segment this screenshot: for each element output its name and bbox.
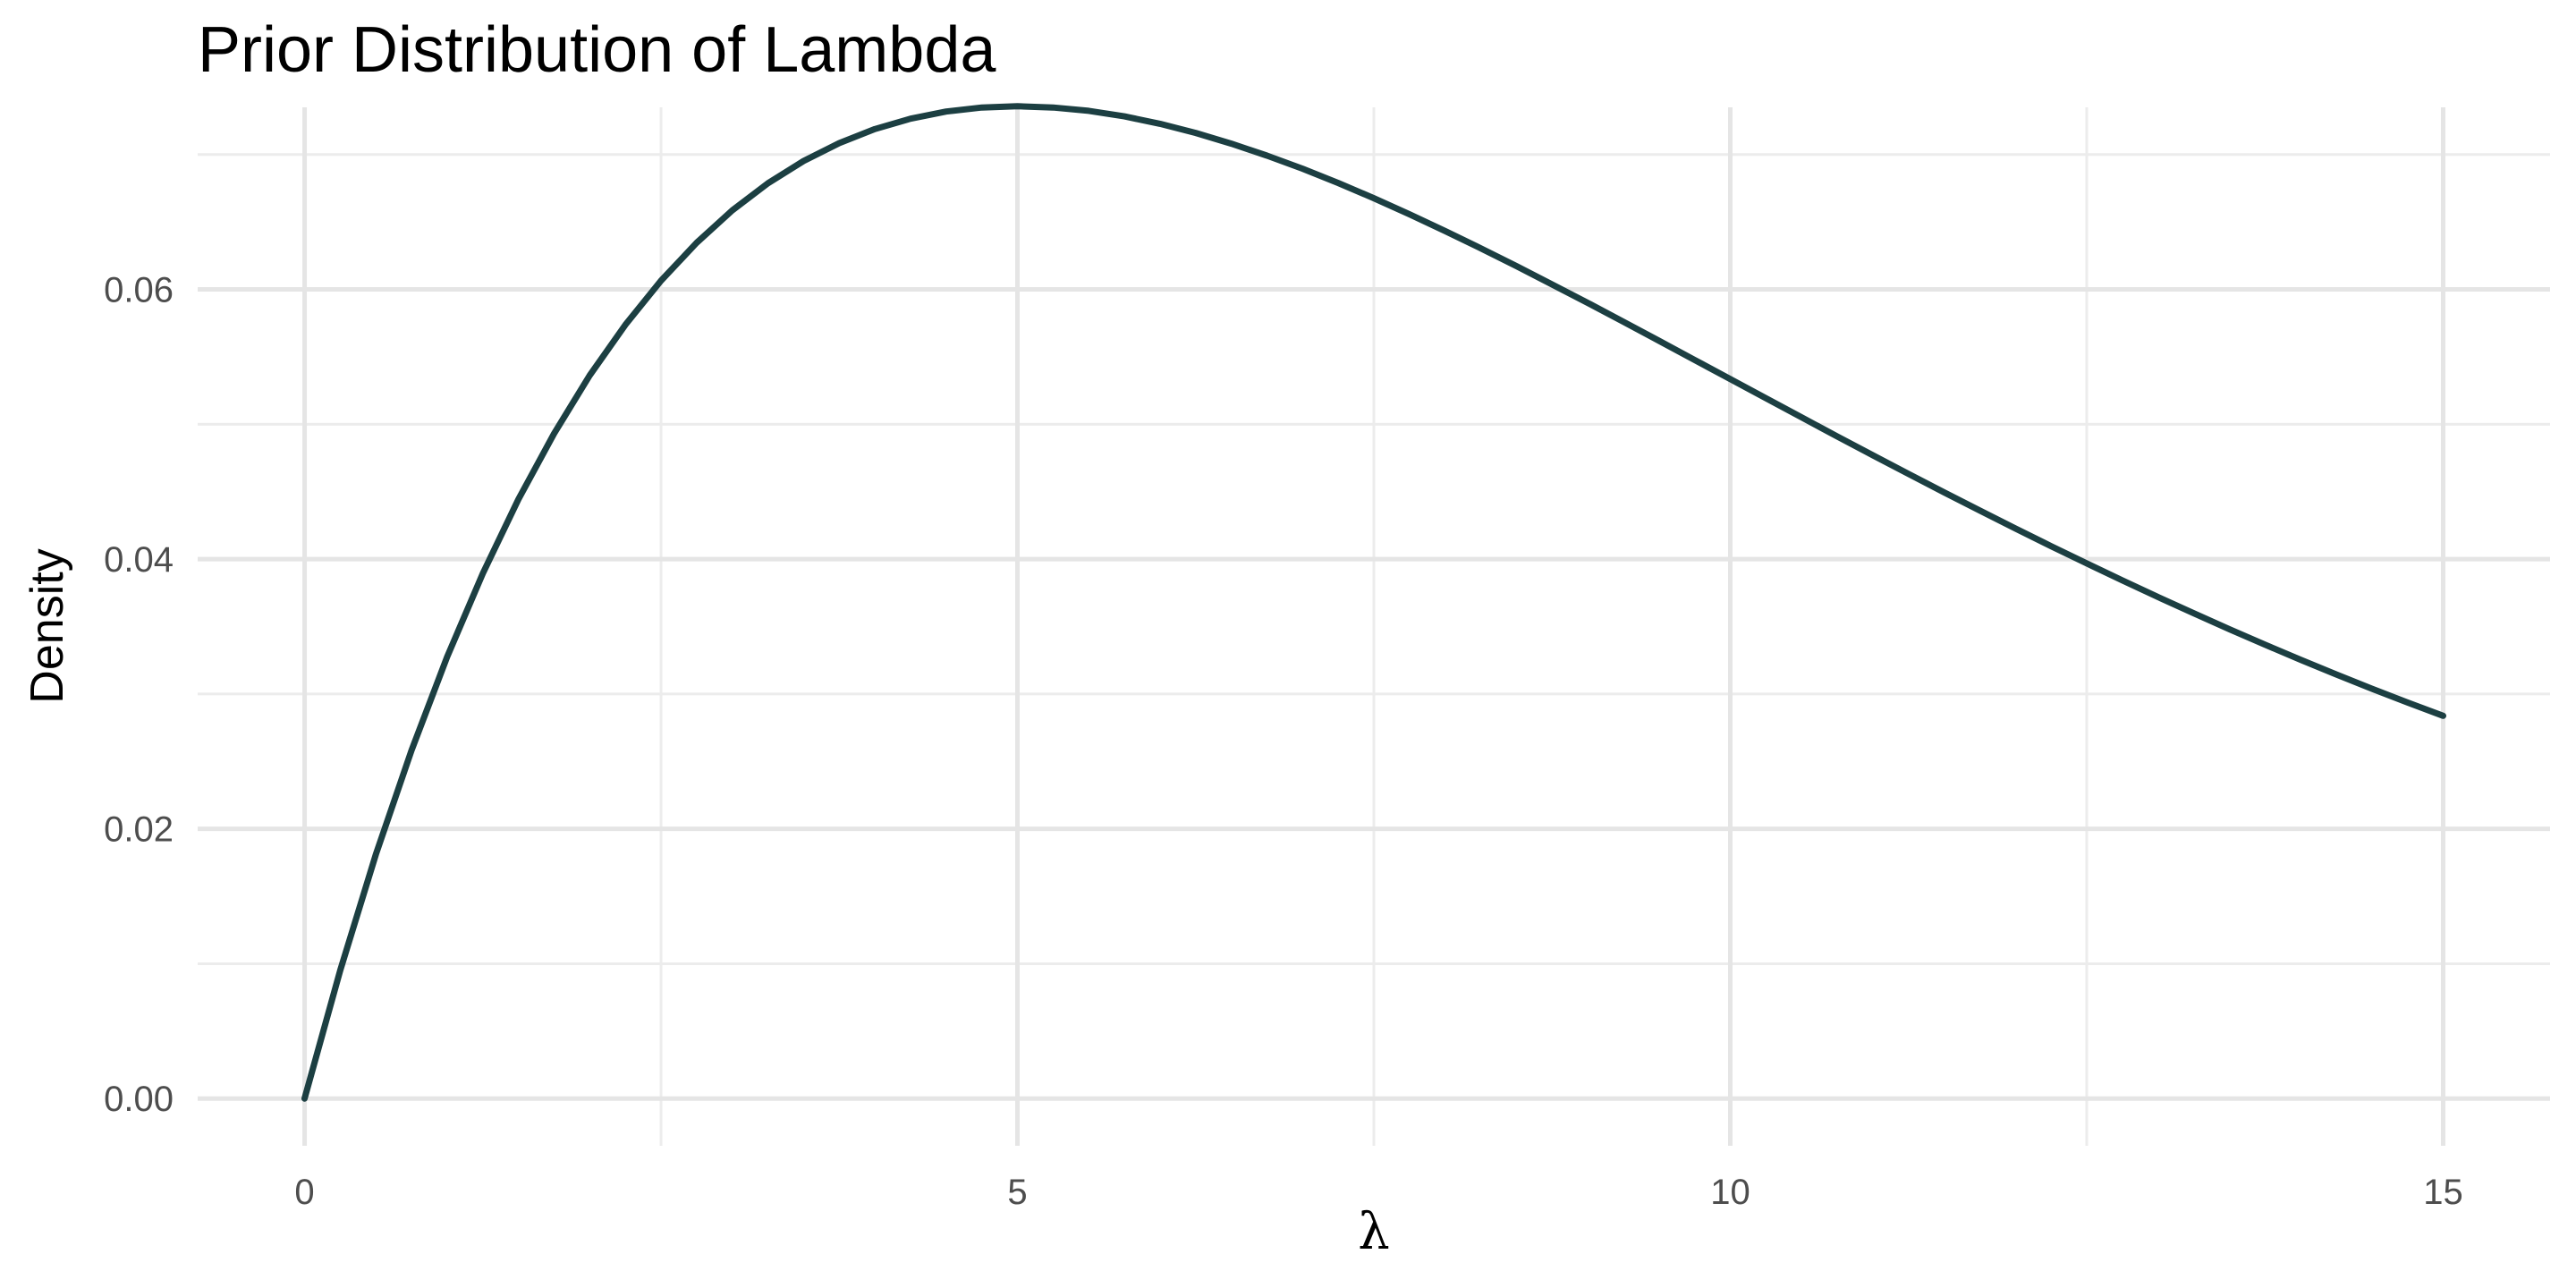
y-tick-label: 0.04 bbox=[104, 540, 174, 580]
series-layer bbox=[301, 103, 2446, 1102]
y-tick-label: 0.06 bbox=[104, 271, 174, 310]
chart-title: Prior Distribution of Lambda bbox=[198, 14, 996, 86]
x-tick-label: 10 bbox=[1710, 1173, 1750, 1212]
minor-gridlines bbox=[198, 107, 2550, 1146]
x-axis-title: λ bbox=[1358, 1203, 1390, 1261]
x-tick-label: 15 bbox=[2423, 1173, 2463, 1212]
major-gridlines bbox=[198, 107, 2550, 1146]
x-axis-tick-labels: 0 5 10 15 bbox=[294, 1173, 2462, 1212]
y-axis-title: Density bbox=[21, 548, 73, 703]
x-tick-label: 0 bbox=[294, 1173, 314, 1212]
y-tick-label: 0.00 bbox=[104, 1080, 174, 1119]
density-curve-line bbox=[301, 103, 2446, 1102]
y-axis-tick-labels: 0.00 0.02 0.04 0.06 bbox=[104, 271, 174, 1120]
y-tick-label: 0.02 bbox=[104, 810, 174, 850]
x-tick-label: 5 bbox=[1007, 1173, 1027, 1212]
